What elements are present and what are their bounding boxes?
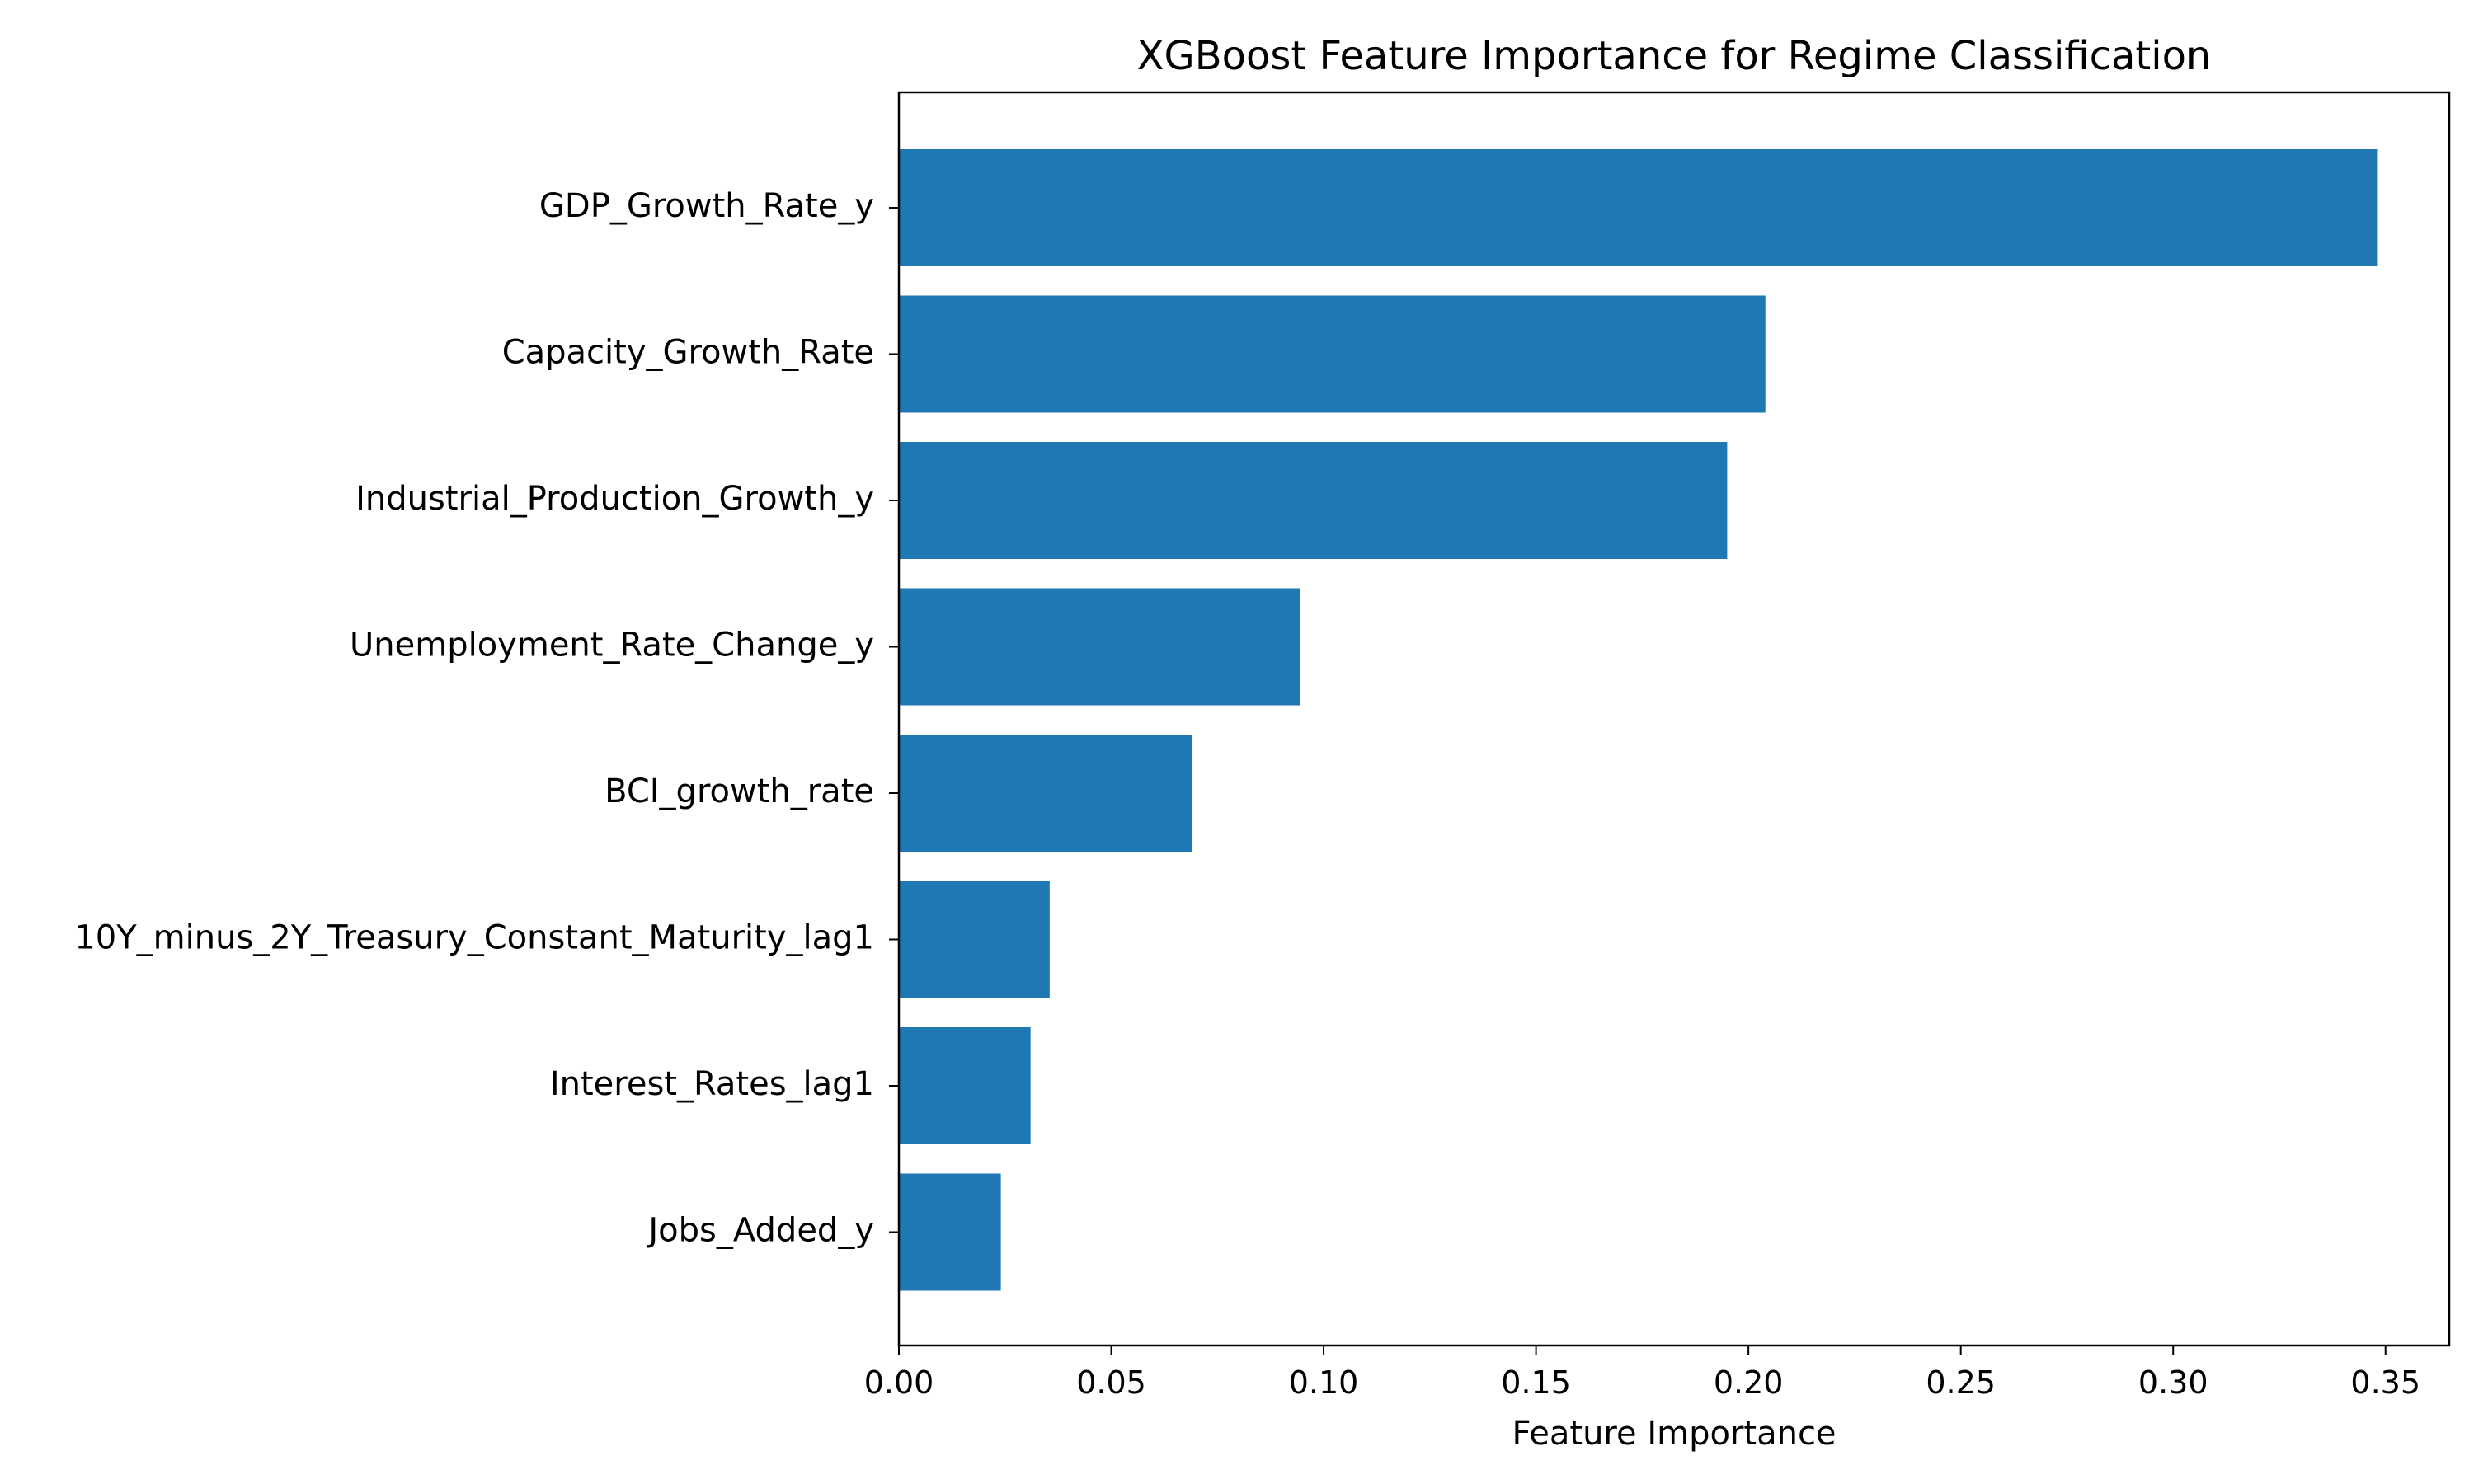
x-axis-label: Feature Importance [1512, 1415, 1836, 1453]
plot-frame [897, 91, 2451, 1347]
x-tick-label: 0.20 [1714, 1364, 1784, 1401]
bar-Unemployment_Rate_Change_y [899, 588, 1300, 706]
x-tick-label: 0.10 [1289, 1364, 1359, 1401]
x-tick-label: 0.15 [1501, 1364, 1571, 1401]
y-tick-label: 10Y_minus_2Y_Treasury_Constant_Maturity_… [74, 919, 874, 957]
y-tick-label: Unemployment_Rate_Change_y [350, 627, 874, 665]
x-axis-ticks: 0.00 0.05 0.10 0.15 0.20 0.25 0.30 0.35 [864, 1345, 2420, 1401]
bar-Interest_Rates_lag1 [899, 1027, 1031, 1144]
bar-10Y_minus_2Y_Treasury_Constant_Maturity_lag1 [899, 881, 1050, 998]
bar-Capacity_Growth_Rate [899, 295, 1766, 413]
bar-BCI_growth_rate [899, 735, 1192, 852]
x-tick-label: 0.30 [2138, 1364, 2208, 1401]
bar-Industrial_Production_Growth_y [899, 442, 1728, 559]
x-tick-label: 0.05 [1076, 1364, 1146, 1401]
y-tick-label: GDP_Growth_Rate_y [539, 187, 874, 225]
chart-title: XGBoost Feature Importance for Regime Cl… [1137, 33, 2212, 79]
y-tick-label: Interest_Rates_lag1 [550, 1065, 874, 1103]
y-tick-label: BCI_growth_rate [604, 773, 874, 810]
y-tick-label: Jobs_Added_y [646, 1212, 874, 1250]
bars-layer [899, 149, 2378, 1291]
bar-GDP_Growth_Rate_y [899, 149, 2378, 266]
y-axis-ticks: GDP_Growth_Rate_y Capacity_Growth_Rate Ind… [74, 187, 899, 1250]
bar-Jobs_Added_y [899, 1173, 1001, 1291]
y-tick-label: Capacity_Growth_Rate [502, 334, 874, 372]
x-tick-label: 0.35 [2350, 1364, 2420, 1401]
x-tick-label: 0.25 [1926, 1364, 1996, 1401]
y-tick-label: Industrial_Production_Growth_y [355, 480, 874, 518]
x-tick-label: 0.00 [864, 1364, 934, 1401]
